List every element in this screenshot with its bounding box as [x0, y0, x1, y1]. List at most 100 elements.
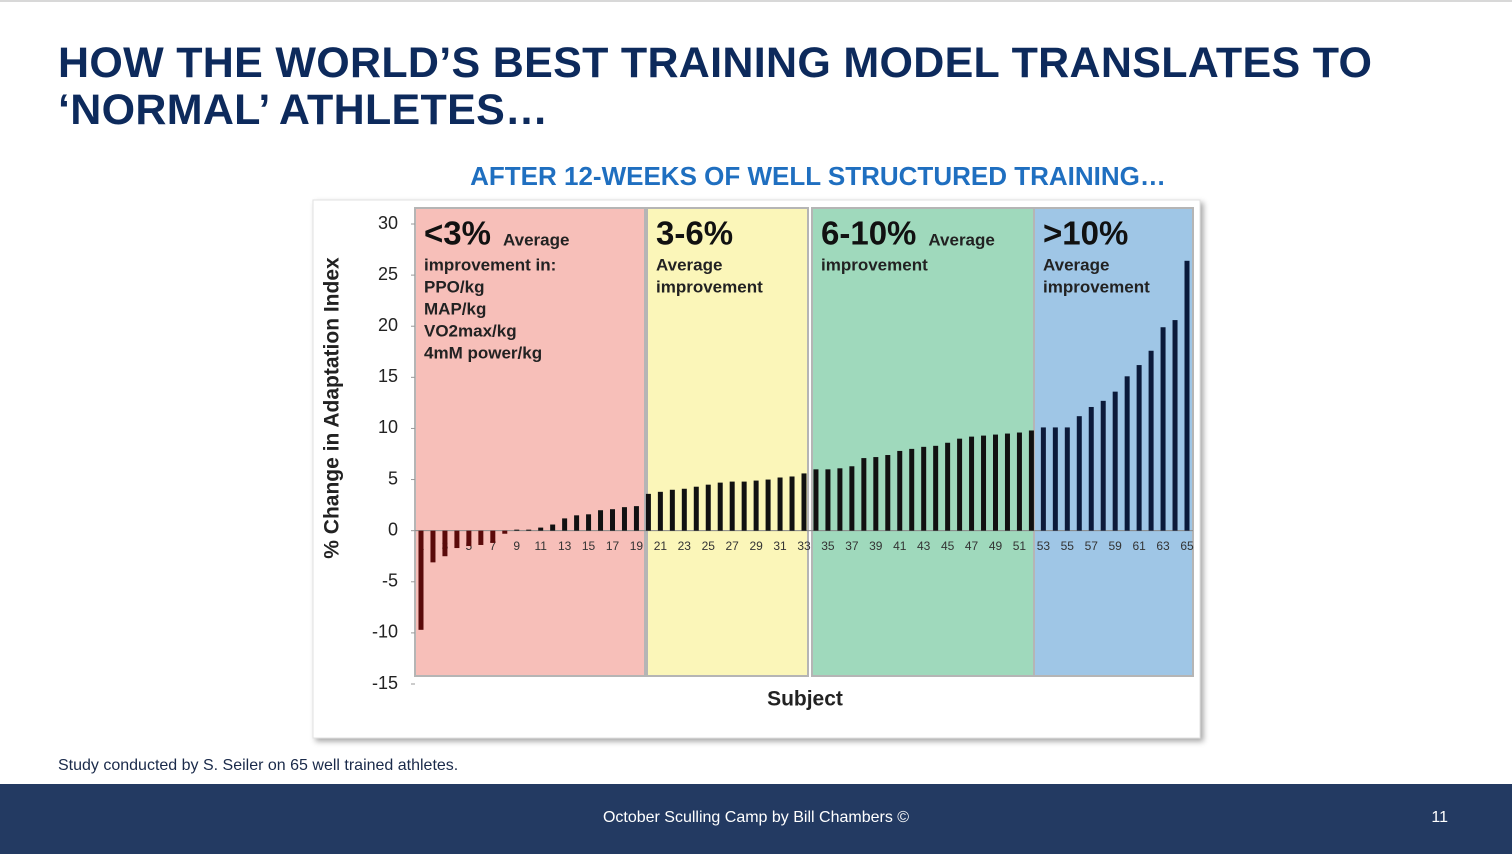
slide-title: HOW THE WORLD’S BEST TRAINING MODEL TRAN… [58, 40, 1372, 134]
x-tick-label: 27 [726, 539, 740, 553]
y-tick-label: -15 [372, 673, 398, 693]
page-number: 11 [1431, 809, 1448, 826]
x-tick-label: 33 [797, 539, 811, 553]
x-tick-label: 11 [534, 539, 547, 553]
bar [873, 457, 879, 531]
bar [1112, 391, 1118, 531]
bar [1100, 400, 1106, 531]
footer-bar: October Sculling Camp by Bill Chambers ©… [0, 784, 1512, 854]
bar [1076, 416, 1082, 531]
bar [921, 446, 927, 531]
bar [466, 530, 472, 546]
x-tick-label: 21 [654, 539, 668, 553]
title-line: HOW THE WORLD’S BEST TRAINING MODEL TRAN… [58, 39, 1373, 87]
region-text: PPO/kg [424, 277, 484, 296]
bar [693, 486, 699, 531]
bar [526, 529, 532, 531]
bar [550, 524, 556, 531]
x-tick-label: 23 [678, 539, 692, 553]
bar [538, 527, 544, 531]
bar [633, 506, 639, 531]
bar [586, 514, 592, 531]
footer-text: October Sculling Camp by Bill Chambers © [602, 809, 910, 826]
bar [1052, 427, 1058, 531]
bar [1064, 427, 1070, 531]
bar [777, 477, 783, 531]
y-tick-label: 25 [378, 264, 398, 284]
bar [598, 510, 604, 531]
region [646, 207, 809, 677]
region-text: improvement [656, 277, 763, 296]
x-tick-label: 17 [606, 539, 620, 553]
bar [909, 448, 915, 531]
bar [837, 468, 843, 531]
x-tick-label: 63 [1156, 539, 1170, 553]
x-tick-label: 49 [989, 539, 1003, 553]
bar [1172, 320, 1178, 531]
top-rule [0, 0, 1512, 2]
x-tick-label: 55 [1061, 539, 1075, 553]
x-tick-label: 37 [845, 539, 859, 553]
chart-title: AFTER 12-WEEKS OF WELL STRUCTURED TRAINI… [470, 161, 1166, 191]
x-tick-label: 53 [1037, 539, 1051, 553]
region-heading: >10% [1043, 215, 1128, 252]
y-tick-label: 15 [378, 366, 398, 386]
x-tick-label: 61 [1132, 539, 1146, 553]
bar [669, 489, 675, 531]
region-tag: Average [503, 230, 569, 249]
x-tick-label: 15 [582, 539, 596, 553]
x-tick-label: 47 [965, 539, 979, 553]
y-tick-label: 0 [388, 519, 398, 539]
x-tick-label: 7 [489, 539, 496, 553]
x-axis-label: Subject [767, 688, 843, 711]
bar [490, 530, 496, 543]
region-text: MAP/kg [424, 299, 486, 318]
region-text: improvement [821, 255, 928, 274]
y-axis-label: % Change in Adaptation Index [321, 257, 344, 559]
bar [969, 436, 975, 531]
bar [897, 450, 903, 531]
bar [514, 529, 520, 531]
bar [729, 481, 735, 531]
region [811, 207, 1035, 677]
y-tick-label: 5 [388, 468, 398, 488]
bar [741, 481, 747, 531]
bar [753, 480, 759, 531]
y-tick-label: 20 [378, 315, 398, 335]
bar [1160, 327, 1166, 531]
x-tick-label: 45 [941, 539, 955, 553]
x-tick-label: 59 [1109, 539, 1123, 553]
x-tick-label: 25 [702, 539, 716, 553]
x-tick-label: 31 [773, 539, 787, 553]
bar [933, 445, 939, 531]
region-tag: Average [928, 230, 994, 249]
chart: AFTER 12-WEEKS OF WELL STRUCTURED TRAINI… [312, 161, 1201, 739]
bar [1004, 433, 1010, 531]
bar [1016, 432, 1022, 531]
bar [1136, 365, 1142, 531]
bar [1184, 260, 1190, 531]
bar [705, 484, 711, 531]
bar [657, 491, 663, 531]
x-tick-label: 43 [917, 539, 931, 553]
bar [801, 473, 807, 531]
region-text: Average [1043, 255, 1109, 274]
region-text: 4mM power/kg [424, 343, 542, 362]
region-text: improvement in: [424, 255, 556, 274]
y-tick-label: 10 [378, 417, 398, 437]
x-tick-label: 29 [749, 539, 763, 553]
bar [765, 479, 771, 531]
x-tick-label: 39 [869, 539, 883, 553]
bar [849, 466, 855, 531]
bar [610, 509, 615, 531]
footnote: Study conducted by S. Seiler on 65 well … [58, 757, 459, 774]
bar [418, 530, 424, 630]
bar [430, 530, 436, 563]
region-heading: <3% [424, 215, 491, 252]
bar [442, 530, 448, 557]
x-tick-label: 35 [821, 539, 835, 553]
bar [478, 530, 484, 545]
x-tick-label: 51 [1013, 539, 1027, 553]
x-tick-label: 19 [630, 539, 644, 553]
bar [813, 469, 819, 531]
